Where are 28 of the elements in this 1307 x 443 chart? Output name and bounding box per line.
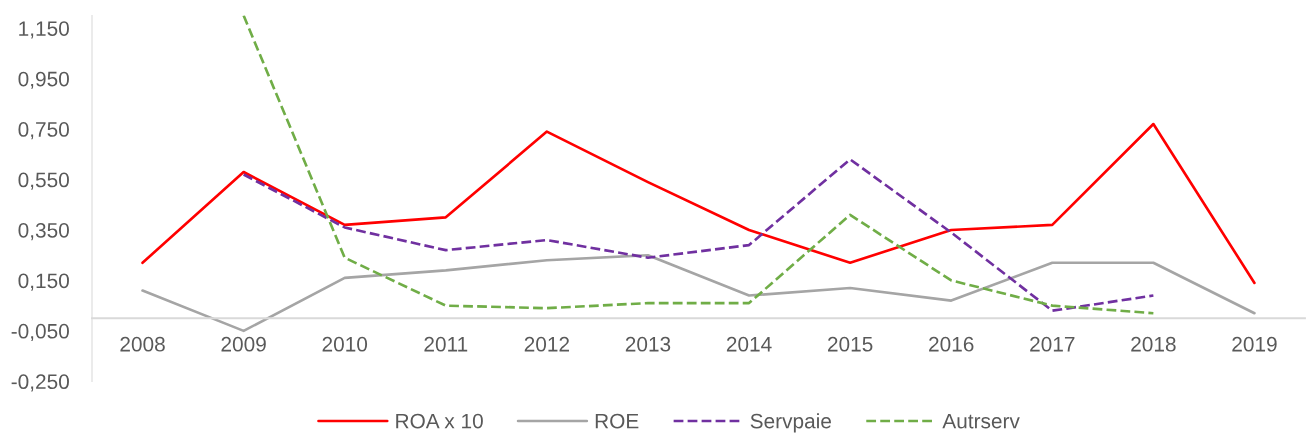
y-tick-label: 1,150: [19, 21, 69, 39]
line-series: [141, 253, 1256, 333]
line-series: [141, 122, 1256, 285]
x-tick-label: 2018: [1131, 336, 1176, 352]
x-tick-label: 2011: [424, 336, 468, 352]
y-tick-label: 0,550: [18, 172, 69, 190]
y-tick-label: 0,750: [18, 122, 69, 140]
x-tick-label: 2008: [120, 336, 165, 352]
line-series: [242, 158, 1155, 312]
y-tick-label: 0,350: [18, 222, 69, 241]
legend-label: Servpaie: [750, 413, 831, 433]
x-tick-label: 2019: [1232, 336, 1277, 352]
y-tick-label: -0,250: [11, 374, 69, 392]
legend-label: Autrserv: [942, 413, 1020, 429]
y-tick-label: 0,950: [18, 71, 69, 89]
x-tick-label: 2013: [625, 336, 671, 352]
x-tick-label: 2010: [322, 336, 368, 352]
legend-label: ROA x 10: [396, 413, 483, 429]
legend-label: ROE: [595, 413, 639, 429]
y-tick-label: -0,050: [11, 323, 69, 342]
y-tick-label: 0,150: [18, 273, 69, 291]
x-tick-label: 2014: [726, 336, 772, 352]
x-tick-label: 2009: [221, 336, 266, 352]
x-tick-label: 2017: [1030, 336, 1075, 352]
x-tick-label: 2016: [929, 336, 974, 352]
x-tick-label: 2015: [828, 336, 873, 352]
x-tick-label: 2012: [524, 336, 569, 352]
line-series: [242, 15, 1155, 315]
